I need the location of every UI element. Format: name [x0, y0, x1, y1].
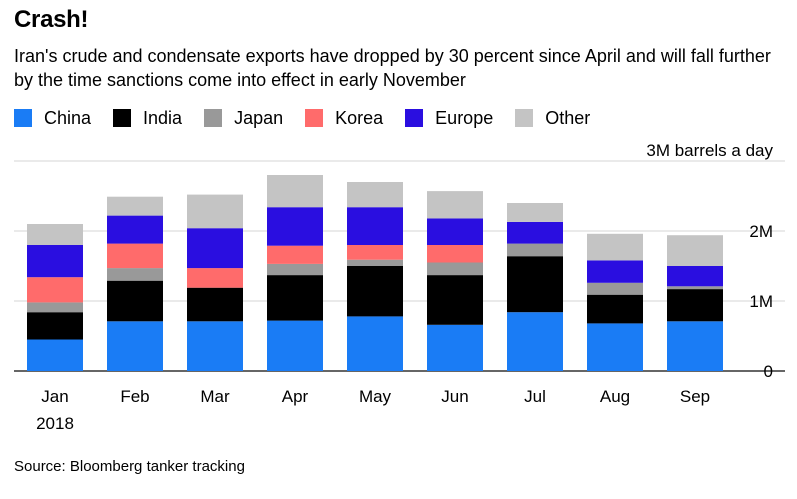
bar-other-apr	[267, 175, 323, 208]
bar-stack-jun	[427, 191, 483, 371]
bar-india-may	[347, 266, 403, 317]
legend-label-other: Other	[545, 107, 591, 128]
bar-japan-jan	[27, 302, 83, 313]
bar-china-sep	[667, 321, 723, 371]
bar-india-apr	[267, 275, 323, 321]
x-tick-label-jun: Jun	[441, 387, 468, 406]
legend-item-europe: Europe	[405, 108, 493, 129]
bar-europe-jun	[427, 218, 483, 245]
chart-title: Crash!	[14, 6, 89, 33]
bar-other-jul	[507, 203, 563, 222]
x-tick-label-jan: Jan	[41, 387, 68, 406]
bar-india-aug	[587, 294, 643, 324]
bar-japan-may	[347, 259, 403, 266]
bar-stack-jan	[27, 224, 83, 371]
legend-item-other: Other	[515, 108, 590, 129]
bar-stack-feb	[107, 196, 163, 371]
y-tick-label-0: 0	[764, 362, 773, 381]
bar-other-feb	[107, 196, 163, 216]
bar-europe-apr	[267, 207, 323, 246]
bar-europe-jan	[27, 245, 83, 278]
bar-europe-may	[347, 207, 403, 245]
bar-china-may	[347, 316, 403, 371]
legend-item-china: China	[14, 108, 91, 129]
bar-india-jun	[427, 275, 483, 325]
bar-korea-mar	[187, 268, 243, 288]
x-tick-label-sep: Sep	[680, 387, 710, 406]
bar-stack-apr	[267, 175, 323, 371]
legend-swatch-europe	[405, 109, 424, 127]
bar-korea-jan	[27, 277, 83, 303]
bar-korea-apr	[267, 245, 323, 264]
chart-subtitle: Iran's crude and condensate exports have…	[14, 46, 771, 90]
bar-india-mar	[187, 287, 243, 322]
x-tick-label-apr: Apr	[282, 387, 309, 406]
x-tick-label-aug: Aug	[600, 387, 630, 406]
legend-swatch-other	[515, 109, 534, 127]
bar-korea-jun	[427, 245, 483, 263]
x-tick-label-mar: Mar	[200, 387, 230, 406]
y-tick-label-2: 2M	[749, 222, 773, 241]
bar-japan-sep	[667, 286, 723, 290]
bar-europe-mar	[187, 228, 243, 269]
bar-china-jun	[427, 324, 483, 371]
bar-china-feb	[107, 321, 163, 371]
legend-swatch-japan	[204, 109, 223, 127]
bar-japan-feb	[107, 268, 163, 281]
source-note: Source: Bloomberg tanker tracking	[14, 458, 245, 475]
bar-europe-jul	[507, 221, 563, 244]
x-tick-sublabel-jan: 2018	[36, 414, 74, 433]
bar-india-jan	[27, 312, 83, 340]
bar-other-mar	[187, 194, 243, 229]
bar-japan-apr	[267, 263, 323, 276]
x-tick-label-jul: Jul	[524, 387, 546, 406]
bar-china-aug	[587, 323, 643, 371]
y-tick-label-3: 3M barrels a day	[646, 141, 773, 160]
bar-stack-mar	[187, 194, 243, 371]
legend-item-india: India	[113, 108, 182, 129]
bar-stack-may	[347, 182, 403, 371]
bar-stacks	[27, 175, 723, 371]
legend-swatch-china	[14, 109, 32, 127]
bar-china-jul	[507, 312, 563, 371]
legend-swatch-korea	[305, 109, 324, 127]
y-tick-label-1: 1M	[749, 292, 773, 311]
legend: China India Japan Korea Europe Other	[14, 105, 612, 131]
bar-korea-feb	[107, 243, 163, 269]
bar-other-sep	[667, 235, 723, 266]
bar-india-sep	[667, 289, 723, 322]
bar-china-mar	[187, 321, 243, 371]
bar-other-aug	[587, 233, 643, 261]
bar-india-jul	[507, 256, 563, 313]
bar-japan-aug	[587, 282, 643, 295]
bar-japan-jul	[507, 243, 563, 257]
legend-label-europe: Europe	[435, 107, 494, 128]
legend-swatch-india	[113, 109, 132, 127]
legend-label-japan: Japan	[234, 107, 284, 128]
bar-stack-aug	[587, 233, 643, 371]
bar-other-jun	[427, 191, 483, 219]
bar-europe-aug	[587, 260, 643, 283]
legend-item-japan: Japan	[204, 108, 283, 129]
bar-other-may	[347, 182, 403, 208]
bar-korea-may	[347, 245, 403, 260]
bar-other-jan	[27, 224, 83, 245]
legend-label-china: China	[44, 107, 92, 128]
bar-india-feb	[107, 280, 163, 322]
bar-china-apr	[267, 320, 323, 371]
x-tick-label-may: May	[359, 387, 392, 406]
x-tick-label-feb: Feb	[120, 387, 149, 406]
legend-label-india: India	[143, 107, 183, 128]
bar-europe-sep	[667, 266, 723, 287]
x-axis-labels: Jan 2018 Feb Mar Apr May Jun Jul Aug Sep	[36, 387, 710, 433]
y-axis-labels: 0 1M 2M 3M barrels a day	[646, 141, 773, 381]
bar-stack-sep	[667, 235, 723, 371]
stacked-bar-chart: 0 1M 2M 3M barrels a day Jan 2018 Feb Mar Apr Ma…	[14, 141, 785, 433]
legend-item-korea: Korea	[305, 108, 383, 129]
bar-europe-feb	[107, 215, 163, 244]
legend-label-korea: Korea	[335, 107, 384, 128]
bar-japan-jun	[427, 262, 483, 276]
bar-stack-jul	[507, 203, 563, 371]
bar-china-jan	[27, 339, 83, 371]
